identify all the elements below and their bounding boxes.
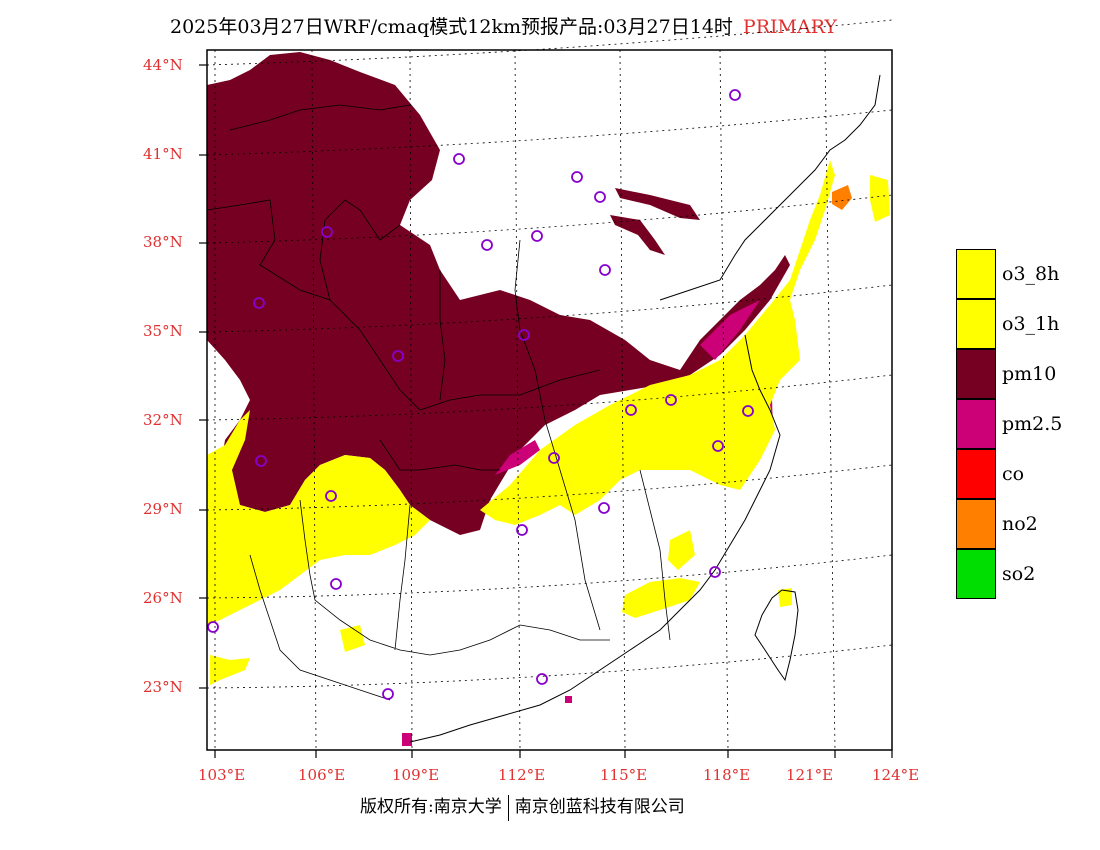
lat-label: 29°N bbox=[143, 500, 183, 518]
title-text: 2025年03月27日WRF/cmaq模式12km预报产品:03月27日14时 bbox=[170, 16, 733, 38]
legend-label: no2 bbox=[1002, 513, 1038, 535]
divider bbox=[507, 794, 509, 821]
legend-swatch bbox=[956, 299, 996, 349]
legend-swatch bbox=[956, 399, 996, 449]
station-marker bbox=[536, 673, 548, 685]
lat-label: 38°N bbox=[143, 233, 183, 251]
pm25-strip-east bbox=[700, 300, 760, 360]
station-marker bbox=[599, 264, 611, 276]
station-marker bbox=[531, 230, 543, 242]
station-marker bbox=[321, 226, 333, 238]
copyright-owner: 版权所有:南京大学 bbox=[360, 797, 502, 817]
station-marker bbox=[742, 405, 754, 417]
legend-label: o3_1h bbox=[1002, 313, 1060, 335]
lat-label: 26°N bbox=[143, 589, 183, 607]
legend-swatch bbox=[956, 449, 996, 499]
station-marker bbox=[598, 502, 610, 514]
station-marker bbox=[325, 490, 337, 502]
legend-swatch bbox=[956, 549, 996, 599]
axis-ticks bbox=[199, 64, 893, 758]
station-marker bbox=[481, 239, 493, 251]
lat-label: 23°N bbox=[143, 678, 183, 696]
station-marker bbox=[709, 566, 721, 578]
station-marker bbox=[330, 578, 342, 590]
lat-label: 44°N bbox=[143, 56, 183, 74]
o3-main-band bbox=[207, 410, 430, 625]
station-marker bbox=[665, 394, 677, 406]
lon-label: 109°E bbox=[392, 766, 440, 784]
station-marker bbox=[382, 688, 394, 700]
province-borders bbox=[206, 104, 671, 701]
lat-label: 32°N bbox=[143, 411, 183, 429]
station-marker bbox=[548, 452, 560, 464]
title-tag: PRIMARY bbox=[742, 16, 837, 38]
station-marker bbox=[571, 171, 583, 183]
station-marker bbox=[729, 89, 741, 101]
copyright-company: 南京创蓝科技有限公司 bbox=[514, 797, 685, 817]
station-marker bbox=[625, 404, 637, 416]
copyright: 版权所有:南京大学 南京创蓝科技有限公司 bbox=[360, 792, 685, 821]
station-marker bbox=[518, 329, 530, 341]
pm10-blob-bohai bbox=[610, 215, 665, 255]
map-frame bbox=[206, 49, 893, 751]
lon-label: 112°E bbox=[498, 766, 546, 784]
station-marker bbox=[594, 191, 606, 203]
legend-swatch bbox=[956, 349, 996, 399]
lat-label: 35°N bbox=[143, 322, 183, 340]
legend-swatch bbox=[956, 499, 996, 549]
lon-label: 124°E bbox=[872, 766, 920, 784]
o3-east-band bbox=[480, 160, 835, 525]
o3-northeast bbox=[870, 175, 890, 222]
legend-swatch bbox=[956, 249, 996, 299]
lat-label: 41°N bbox=[143, 145, 183, 163]
map-title: 2025年03月27日WRF/cmaq模式12km预报产品:03月27日14时 P… bbox=[170, 12, 837, 39]
no2-patch bbox=[832, 185, 852, 210]
graticule bbox=[206, 19, 893, 751]
station-marker bbox=[453, 153, 465, 165]
lon-label: 115°E bbox=[600, 766, 648, 784]
station-marker bbox=[392, 350, 404, 362]
o3-taiwan bbox=[778, 588, 792, 607]
station-marker bbox=[712, 440, 724, 452]
lon-label: 106°E bbox=[298, 766, 346, 784]
coastline bbox=[409, 74, 881, 743]
pm25-south2 bbox=[565, 696, 572, 703]
o3-southeast bbox=[622, 578, 700, 618]
legend-label: pm10 bbox=[1002, 363, 1057, 385]
o3-guangxi bbox=[340, 625, 365, 652]
legend-label: o3_8h bbox=[1002, 263, 1060, 285]
pm25-strip-central bbox=[495, 440, 540, 475]
o3-zhejiang bbox=[668, 530, 695, 570]
lon-label: 118°E bbox=[703, 766, 751, 784]
pm10-region bbox=[207, 52, 790, 535]
o3-southwest bbox=[210, 655, 250, 685]
pm25-south bbox=[402, 733, 412, 746]
station-markers bbox=[207, 89, 754, 700]
pm10-blob-north bbox=[615, 188, 700, 220]
legend-label: so2 bbox=[1002, 563, 1036, 585]
station-marker bbox=[207, 621, 219, 633]
station-marker bbox=[516, 524, 528, 536]
legend-label: co bbox=[1002, 463, 1025, 485]
lon-label: 121°E bbox=[786, 766, 834, 784]
legend-label: pm2.5 bbox=[1002, 413, 1063, 435]
station-marker bbox=[253, 297, 265, 309]
station-marker bbox=[255, 455, 267, 467]
taiwan-outline bbox=[754, 589, 799, 682]
lon-label: 103°E bbox=[198, 766, 246, 784]
